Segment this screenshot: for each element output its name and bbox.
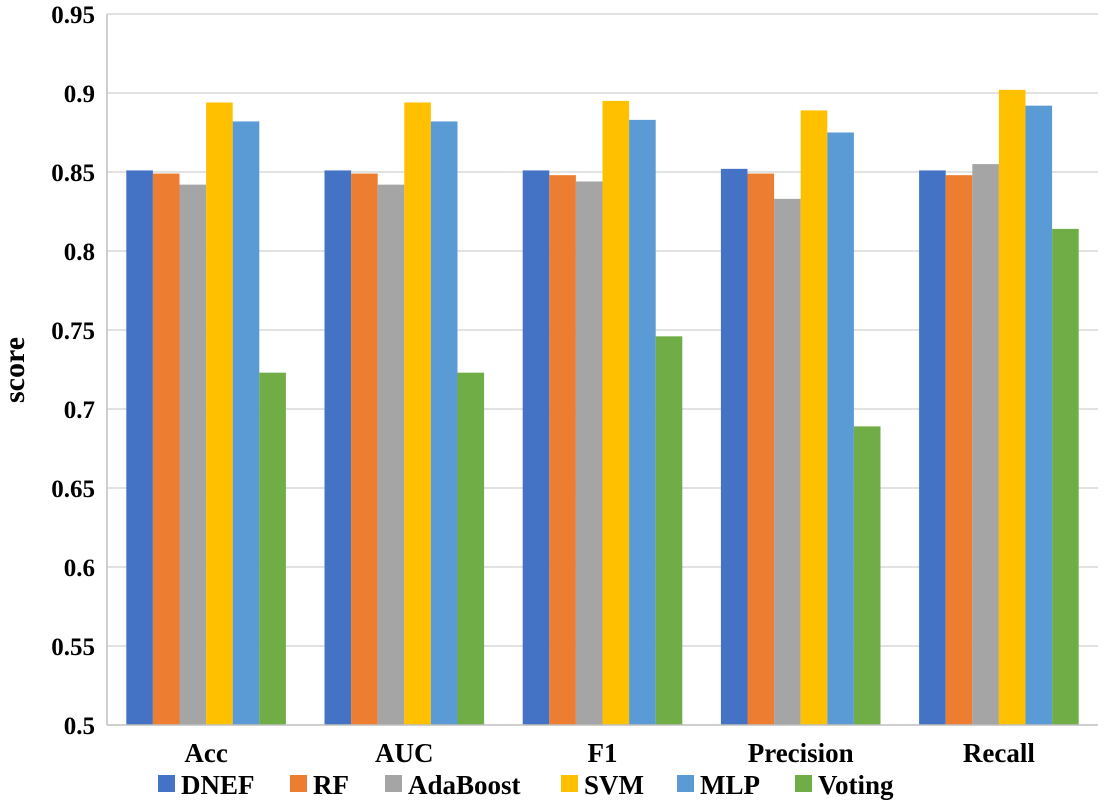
x-category-label: F1 [588, 738, 618, 768]
bar-dnef-acc [126, 170, 153, 726]
bar-dnef-auc [324, 170, 352, 726]
y-tick-label: 0.9 [64, 81, 95, 108]
legend-swatch-adaboost [385, 775, 402, 792]
y-tick-label: 0.95 [51, 2, 95, 29]
bar-voting-auc [457, 372, 485, 725]
x-category-labels: Acc AUC F1 Precision Recall [184, 738, 1035, 768]
y-axis-label: score [0, 337, 31, 403]
bar-dnef-precision [720, 168, 748, 726]
legend-label-svm: SVM [584, 770, 644, 800]
bar-adaboost-f1 [575, 181, 603, 726]
y-tick-label: 0.55 [51, 634, 95, 661]
x-category-label: Precision [748, 738, 854, 768]
bar-mlp-auc [430, 121, 458, 725]
y-tick-label: 0.65 [51, 476, 95, 503]
y-tick-labels: 0.5 0.55 0.6 0.65 0.7 0.75 0.8 0.85 0.9 0.95 [51, 2, 95, 740]
bar-mlp-acc [232, 121, 260, 725]
y-tick-label: 0.75 [51, 318, 95, 345]
bar-adaboost-recall [972, 164, 999, 726]
legend-label-voting: Voting [818, 770, 894, 800]
bar-voting-acc [259, 372, 286, 725]
x-category-label: AUC [375, 738, 434, 768]
axes [106, 14, 1098, 726]
bar-svm-f1 [602, 100, 630, 725]
bar-adaboost-precision [774, 198, 801, 726]
y-tick-label: 0.7 [64, 397, 95, 424]
bar-voting-precision [853, 426, 881, 725]
legend-label-adaboost: AdaBoost [408, 770, 521, 800]
legend-swatch-mlp [677, 775, 694, 792]
bar-adaboost-auc [377, 184, 405, 725]
bar-rf-acc [152, 173, 180, 725]
legend: DNEF RF AdaBoost SVM MLP Voting [158, 770, 894, 800]
x-category-label: Acc [184, 738, 227, 768]
bar-rf-recall [945, 175, 973, 725]
bar-voting-f1 [655, 336, 683, 725]
bar-dnef-f1 [522, 170, 550, 726]
y-tick-label: 0.85 [51, 160, 95, 187]
legend-swatch-voting [795, 775, 812, 792]
bar-voting-recall [1052, 228, 1079, 725]
bar-adaboost-acc [179, 184, 207, 725]
x-category-label: Recall [963, 738, 1035, 768]
bar-svm-recall [998, 89, 1026, 726]
bar-svm-auc [404, 102, 431, 726]
legend-swatch-svm [561, 775, 578, 792]
bar-mlp-recall [1025, 105, 1053, 725]
bar-rf-auc [351, 173, 378, 725]
bar-mlp-precision [827, 132, 854, 725]
bar-dnef-recall [919, 170, 946, 726]
bar-rf-f1 [549, 175, 576, 725]
bars [126, 89, 1079, 726]
y-tick-label: 0.5 [64, 713, 95, 740]
bar-svm-precision [800, 110, 828, 725]
y-tick-label: 0.6 [64, 555, 95, 582]
bar-svm-acc [206, 102, 233, 726]
legend-label-rf: RF [313, 770, 349, 800]
legend-label-mlp: MLP [700, 770, 760, 800]
legend-label-dnef: DNEF [181, 770, 255, 800]
legend-swatch-dnef [158, 775, 175, 792]
y-tick-label: 0.8 [64, 239, 95, 266]
legend-swatch-rf [290, 775, 307, 792]
bar-mlp-f1 [629, 119, 656, 726]
bar-rf-precision [747, 173, 775, 725]
